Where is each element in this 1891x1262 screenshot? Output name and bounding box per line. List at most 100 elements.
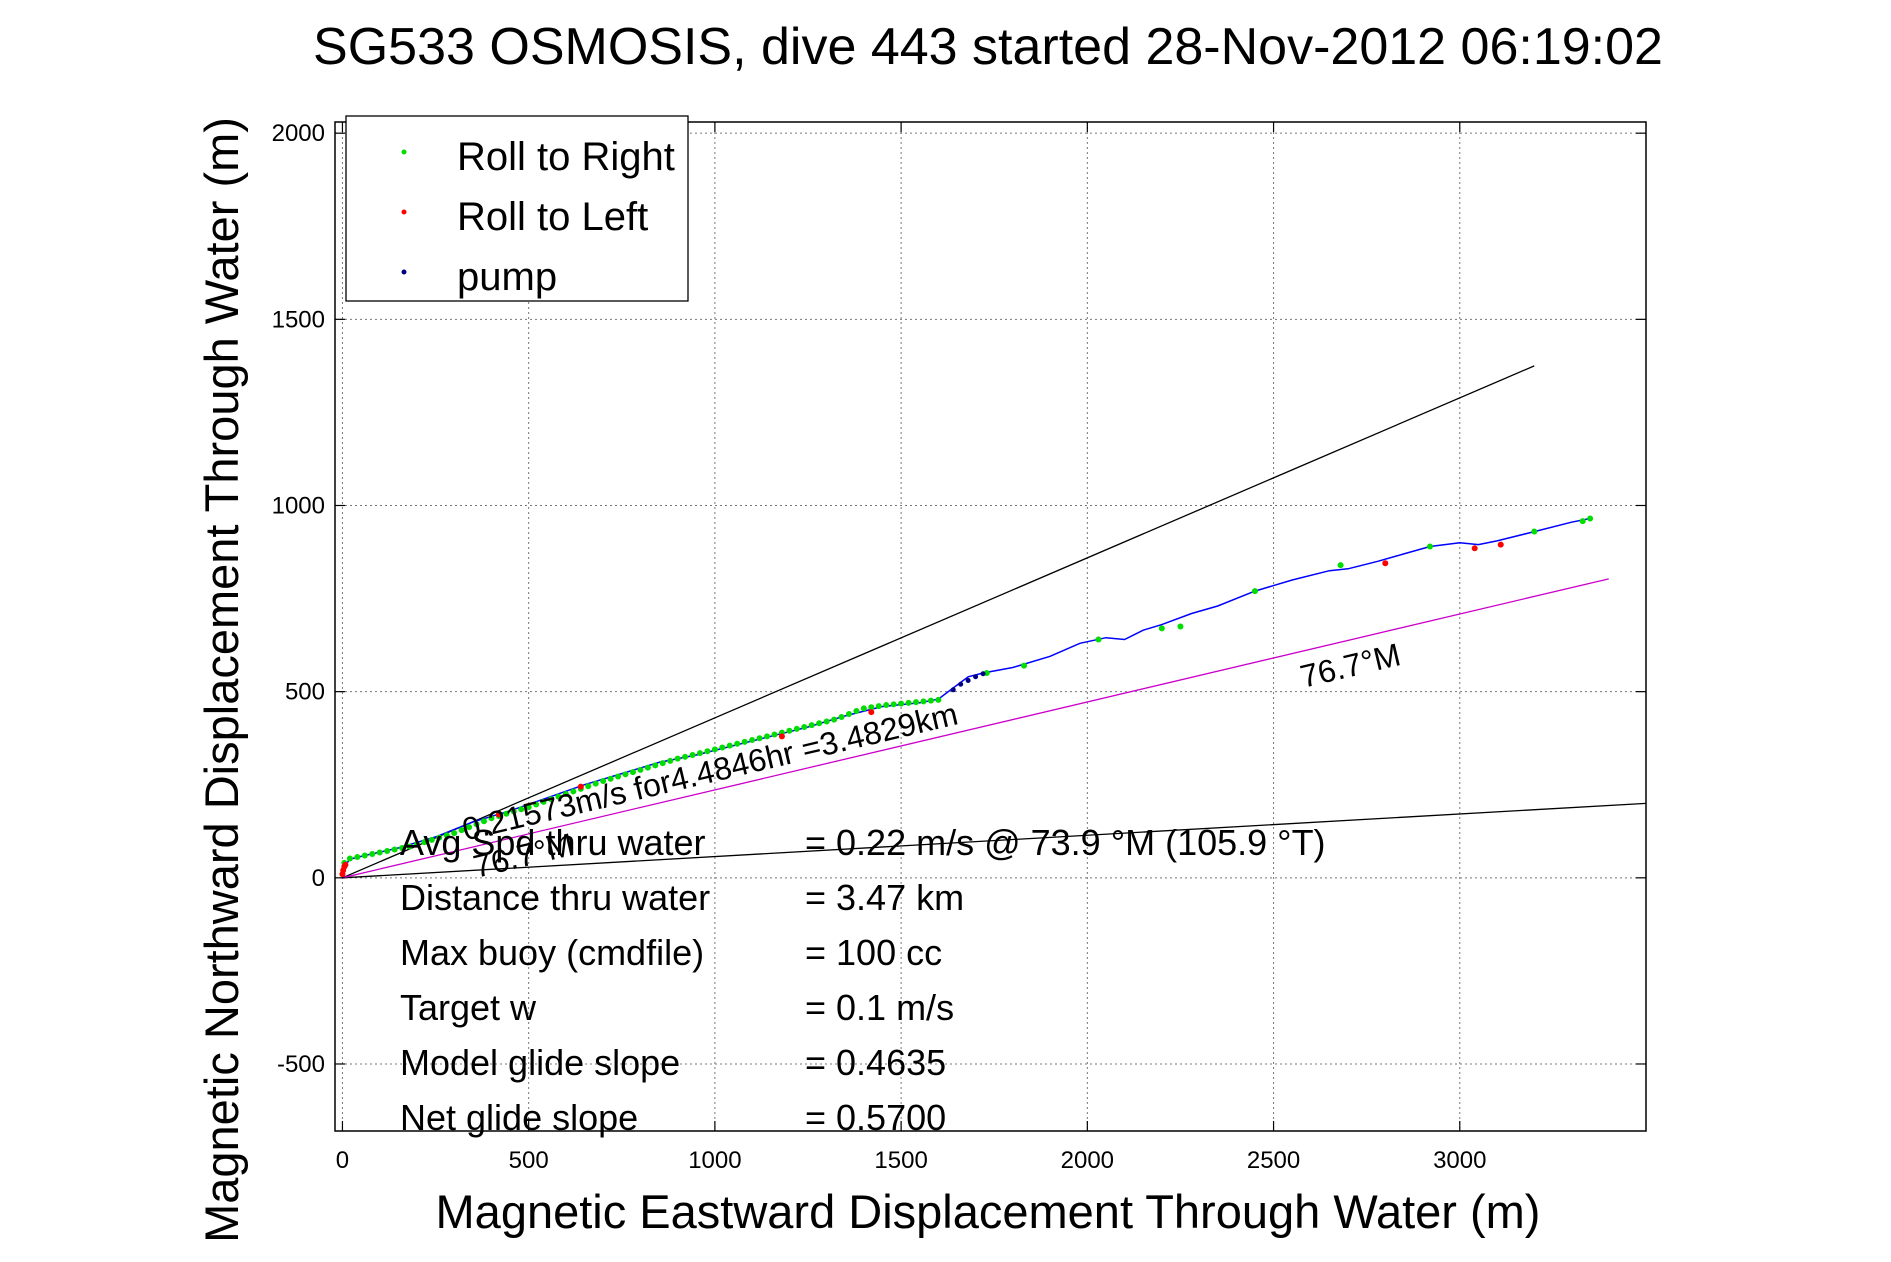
roll-right-point: [600, 778, 607, 785]
x-tick-label: 0: [336, 1147, 349, 1174]
roll-right-point: [466, 824, 473, 831]
stat-value: = 0.4635: [805, 1042, 946, 1083]
roll-right-point: [883, 702, 890, 709]
roll-right-point: [451, 830, 458, 837]
reference-line: [342, 802, 1647, 879]
reference-lines: [342, 365, 1647, 879]
chart-title: SG533 OSMOSIS, dive 443 started 28-Nov-2…: [313, 18, 1663, 76]
roll-left-point: [577, 783, 584, 790]
x-tick-label: 3000: [1433, 1147, 1486, 1174]
x-tick-label: 2500: [1247, 1147, 1300, 1174]
roll-right-point: [793, 725, 800, 732]
roll-right-point: [711, 746, 718, 753]
roll-right-point: [659, 760, 666, 767]
roll-right-point: [853, 708, 860, 715]
roll-right-point: [1021, 662, 1028, 669]
roll-right-point: [913, 699, 920, 706]
legend-marker: [401, 269, 407, 275]
roll-right-point: [555, 793, 562, 800]
roll-right-point: [406, 843, 413, 850]
roll-right-point: [927, 697, 934, 704]
roll-right-point: [592, 780, 599, 787]
roll-right-point: [808, 722, 815, 729]
markers: [339, 515, 1594, 878]
roll-right-point: [890, 701, 897, 708]
roll-right-point: [637, 766, 644, 773]
roll-right-point: [570, 788, 577, 795]
x-tick-label: 1500: [874, 1147, 927, 1174]
roll-right-point: [756, 735, 763, 742]
stats-block: Avg Spd thru water = 0.22 m/s @ 73.9 °M (…: [400, 822, 1326, 1138]
roll-right-point: [719, 744, 726, 751]
grid: [335, 122, 1646, 1131]
stat-value: = 0.1 m/s: [805, 987, 954, 1028]
stat-label: Avg Spd thru water: [400, 822, 706, 863]
roll-left-point: [495, 811, 502, 818]
roll-right-point: [898, 700, 905, 707]
roll-right-point: [801, 724, 808, 731]
roll-right-point: [920, 698, 927, 705]
roll-left-point: [1471, 545, 1478, 552]
roll-right-point: [652, 762, 659, 769]
roll-right-point: [421, 839, 428, 846]
roll-right-point: [667, 757, 674, 764]
stat-value: = 0.22 m/s @ 73.9 °M (105.9 °T): [805, 822, 1326, 863]
roll-right-point: [525, 804, 532, 811]
roll-right-point: [562, 791, 569, 798]
roll-right-point: [726, 742, 733, 749]
roll-right-point: [376, 849, 383, 856]
roll-right-point: [734, 740, 741, 747]
x-axis-ticks: 0 500 1000 1500 2000 2500 3000: [336, 122, 1486, 1174]
roll-right-point: [1531, 528, 1538, 535]
roll-right-point: [1579, 518, 1586, 525]
roll-right-point: [764, 733, 771, 740]
pump-point: [980, 671, 986, 677]
roll-right-point: [816, 720, 823, 727]
roll-right-point: [391, 846, 398, 853]
y-tick-label: 1000: [272, 492, 325, 519]
roll-right-point: [607, 775, 614, 782]
roll-right-point: [540, 798, 547, 805]
stat-label: Max buoy (cmdfile): [400, 932, 704, 973]
roll-right-point: [749, 737, 756, 744]
y-axis-ticks: -500 0 500 1000 1500 2000: [272, 120, 1646, 1078]
x-tick-label: 1000: [688, 1147, 741, 1174]
y-tick-label: 500: [285, 679, 325, 706]
roll-right-point: [875, 703, 882, 710]
roll-right-point: [585, 783, 592, 790]
roll-right-point: [696, 750, 703, 757]
roll-right-point: [518, 806, 525, 813]
roll-right-point: [823, 718, 830, 725]
legend-label: Roll to Right: [457, 135, 675, 179]
roll-right-point: [399, 845, 406, 852]
legend-marker: [401, 149, 407, 155]
reference-line: [342, 578, 1609, 879]
roll-right-point: [935, 696, 942, 703]
roll-left-point: [1382, 560, 1389, 567]
roll-right-point: [1587, 515, 1594, 522]
roll-right-point: [622, 771, 629, 778]
y-tick-label: 2000: [272, 120, 325, 147]
legend: Roll to Right Roll to Left pump: [345, 115, 689, 302]
y-tick-label: 0: [312, 865, 325, 892]
legend-marker: [401, 209, 407, 215]
legend-label: Roll to Left: [457, 195, 648, 239]
roll-right-point: [682, 753, 689, 760]
roll-left-point: [868, 709, 875, 716]
roll-right-point: [428, 836, 435, 843]
roll-right-point: [510, 808, 517, 815]
roll-right-point: [458, 827, 465, 834]
legend-label: pump: [457, 255, 557, 299]
roll-right-point: [384, 848, 391, 855]
roll-right-point: [644, 764, 651, 771]
roll-right-point: [1158, 625, 1165, 632]
roll-left-point: [778, 733, 785, 740]
roll-right-point: [480, 818, 487, 825]
roll-right-point: [674, 755, 681, 762]
roll-right-point: [868, 704, 875, 711]
y-axis-label: Magnetic Northward Displacement Through …: [195, 117, 248, 1243]
roll-left-point: [342, 861, 349, 868]
x-tick-label: 500: [509, 1147, 549, 1174]
roll-right-point: [533, 801, 540, 808]
